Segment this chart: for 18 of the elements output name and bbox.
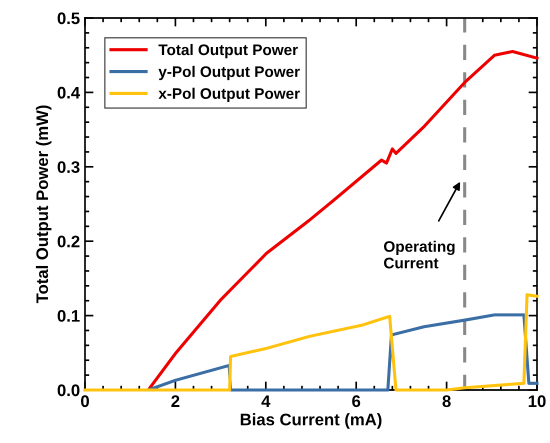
x-tick-label: 0 (81, 395, 89, 408)
x-axis-title: Bias Current (mA) (240, 413, 382, 429)
y-tick-label: 0.1 (58, 310, 80, 322)
y-axis-title: Total Output Power (mW) (36, 105, 52, 304)
legend-label: y-Pol Output Power (158, 66, 300, 80)
y-tick-label: 0.4 (58, 86, 80, 99)
x-tick-label: 4 (261, 395, 270, 407)
y-tick-label: 0.2 (58, 236, 80, 248)
y-tick-label: 0.5 (58, 12, 80, 24)
annotation: Operating Current (384, 240, 455, 268)
x-tick-label: 8 (442, 395, 451, 408)
legend-label: x-Pol Output Power (158, 88, 300, 102)
legend-label: Total Output Power (158, 44, 298, 58)
x-tick-label: 2 (171, 395, 180, 407)
x-tick-label: 10 (528, 395, 546, 408)
x-tick-label: 6 (352, 395, 360, 408)
y-tick-label: 0.0 (58, 384, 80, 396)
y-tick-label: 0.3 (58, 161, 80, 174)
